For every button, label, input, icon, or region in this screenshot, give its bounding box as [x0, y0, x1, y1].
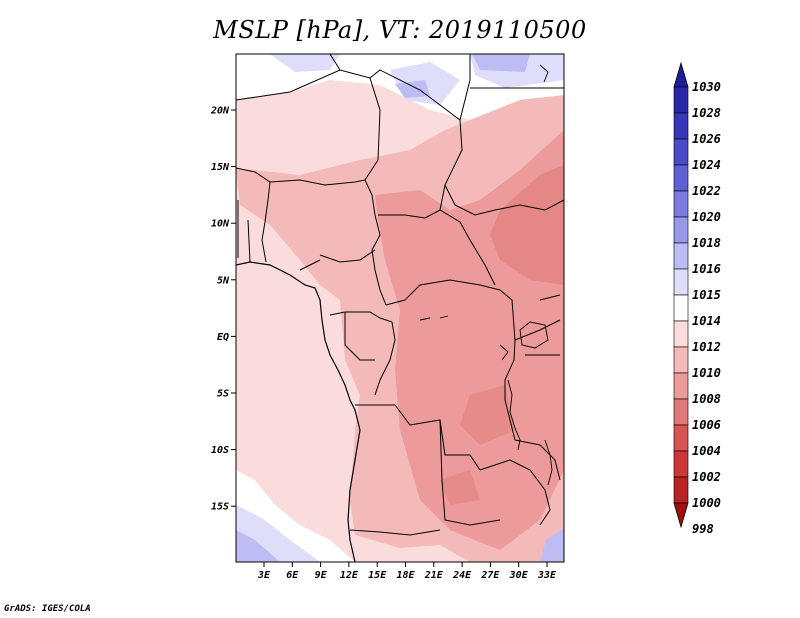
field-1006-south — [440, 470, 480, 505]
lat-tick-label: 5S — [217, 389, 229, 400]
lon-tick-label: 6E — [286, 570, 299, 581]
colorbar-swatch — [673, 164, 689, 192]
colorbar-swatch — [673, 372, 689, 400]
field-1006-east — [490, 165, 564, 285]
lat-tick-label: 15N — [211, 162, 230, 173]
colorbar-swatch — [673, 190, 689, 218]
colorbar-swatch — [673, 424, 689, 452]
colorbar-level-label: 1004 — [692, 444, 721, 458]
colorbar-swatch — [673, 450, 689, 478]
colorbar-swatch — [673, 112, 689, 140]
colorbar-swatch — [673, 398, 689, 426]
colorbar-swatch — [673, 216, 689, 244]
field-1016-northeast — [472, 54, 530, 72]
software-credit: GrADS: IGES/COLA — [4, 604, 91, 614]
lon-tick-label: 15E — [368, 570, 387, 581]
colorbar-level-label: 1030 — [692, 80, 721, 94]
colorbar-swatch — [673, 268, 689, 296]
lon-tick-label: 12E — [340, 570, 359, 581]
lon-tick-label: 27E — [480, 570, 500, 581]
colorbar-bottom-arrow — [673, 502, 689, 529]
colorbar-swatch — [673, 320, 689, 348]
lon-tick-label: 18E — [396, 570, 415, 581]
colorbar-level-label: 1002 — [692, 470, 721, 484]
colorbar-swatch — [673, 242, 689, 270]
colorbar-swatch — [673, 294, 689, 322]
lat-tick-label: EQ — [217, 332, 229, 343]
colorbar-level-label: 1014 — [692, 314, 721, 328]
map-frame — [235, 53, 565, 563]
colorbar-level-label: 1022 — [692, 184, 721, 198]
lon-tick-label: 21E — [424, 570, 444, 581]
field-1016-southeast — [540, 528, 564, 562]
colorbar-level-label: 1020 — [692, 210, 721, 224]
colorbar-level-label: 1018 — [692, 236, 721, 250]
lat-tick-label: 5N — [217, 275, 230, 286]
field-1016-north — [395, 80, 430, 98]
lat-tick-label: 10S — [211, 445, 229, 456]
country-borders — [236, 54, 564, 562]
colorbar-level-label: 1028 — [692, 106, 721, 120]
lon-tick-label: 3E — [257, 570, 271, 581]
colorbar-swatch — [673, 346, 689, 374]
lon-tick-label: 9E — [315, 570, 328, 581]
lon-tick-label: 33E — [537, 570, 557, 581]
lat-tick-label: 10N — [211, 219, 230, 230]
colorbar-level-label: 1010 — [692, 366, 721, 380]
colorbar: 1030 1028 1026 1024 1022 1020 1018 1016 1015 1014… — [673, 61, 721, 536]
colorbar-level-label: 1012 — [692, 340, 721, 354]
colorbar-top-arrow — [673, 61, 689, 88]
colorbar-level-label: 998 — [692, 522, 714, 536]
pressure-field — [236, 54, 564, 562]
colorbar-level-label: 1000 — [692, 496, 721, 510]
field-1016-southwest — [236, 530, 280, 562]
colorbar-level-label: 1015 — [692, 288, 721, 302]
map-title: MSLP [hPa], VT: 2019110500 — [213, 16, 587, 44]
lat-tick-label: 15S — [211, 502, 229, 513]
latitude-axis: 20N 15N 10N 5N EQ 5S 10S 15S — [210, 106, 236, 513]
colorbar-level-label: 1006 — [692, 418, 721, 432]
field-1006-lakes — [460, 385, 515, 445]
colorbar-swatch — [673, 138, 689, 166]
colorbar-level-label: 1026 — [692, 132, 721, 146]
colorbar-swatch — [673, 86, 689, 114]
lakes — [419, 64, 553, 486]
lat-tick-label: 20N — [210, 106, 230, 117]
field-1015-north-a — [270, 54, 340, 72]
lon-tick-label: 24E — [452, 570, 472, 581]
colorbar-swatch — [673, 476, 689, 504]
colorbar-level-label: 1016 — [692, 262, 721, 276]
colorbar-level-label: 1024 — [692, 158, 721, 172]
lon-tick-label: 30E — [509, 570, 529, 581]
colorbar-level-label: 1008 — [692, 392, 721, 406]
longitude-axis: 3E 6E 9E 12E 15E 18E 21E 24E 27E 30E 33E — [257, 562, 557, 581]
